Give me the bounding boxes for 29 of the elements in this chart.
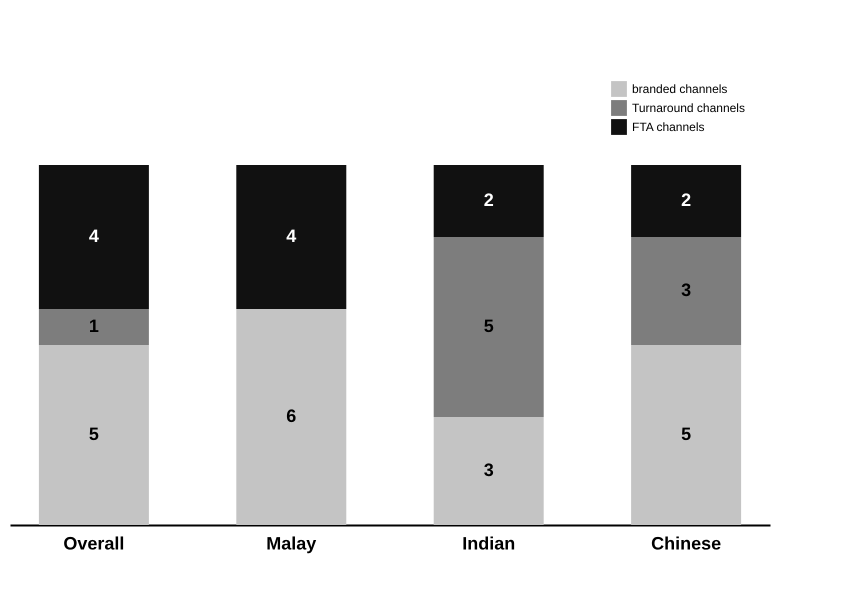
- bar: [631, 345, 742, 525]
- data-label: 2: [484, 190, 494, 210]
- bar: [631, 165, 742, 237]
- bar: [434, 417, 544, 525]
- data-label: 1: [88, 316, 99, 336]
- bar: [236, 165, 346, 309]
- x-tick-label: Overall: [63, 534, 124, 554]
- data-label: 5: [484, 316, 494, 336]
- bar: [38, 165, 149, 309]
- bar: [236, 309, 346, 525]
- x-tick-label: Chinese: [651, 534, 722, 554]
- bar: [38, 345, 149, 525]
- data-label: 3: [484, 460, 494, 480]
- data-label: 2: [681, 190, 692, 210]
- data-label: 5: [681, 424, 692, 444]
- bar: [434, 237, 544, 417]
- data-label: 3: [681, 280, 692, 300]
- data-label: 4: [88, 226, 99, 246]
- bar: [631, 237, 742, 345]
- data-label: 6: [286, 406, 296, 426]
- legend-label: FTA channels: [632, 120, 704, 134]
- bar: [38, 309, 149, 345]
- data-label: 5: [88, 424, 99, 444]
- x-tick-label: Indian: [462, 534, 516, 554]
- data-label: 4: [286, 226, 296, 246]
- x-tick-label: Malay: [266, 534, 316, 554]
- legend-label: branded channels: [632, 82, 728, 96]
- legend-label: Turnaround channels: [632, 101, 745, 115]
- bar: [434, 165, 544, 237]
